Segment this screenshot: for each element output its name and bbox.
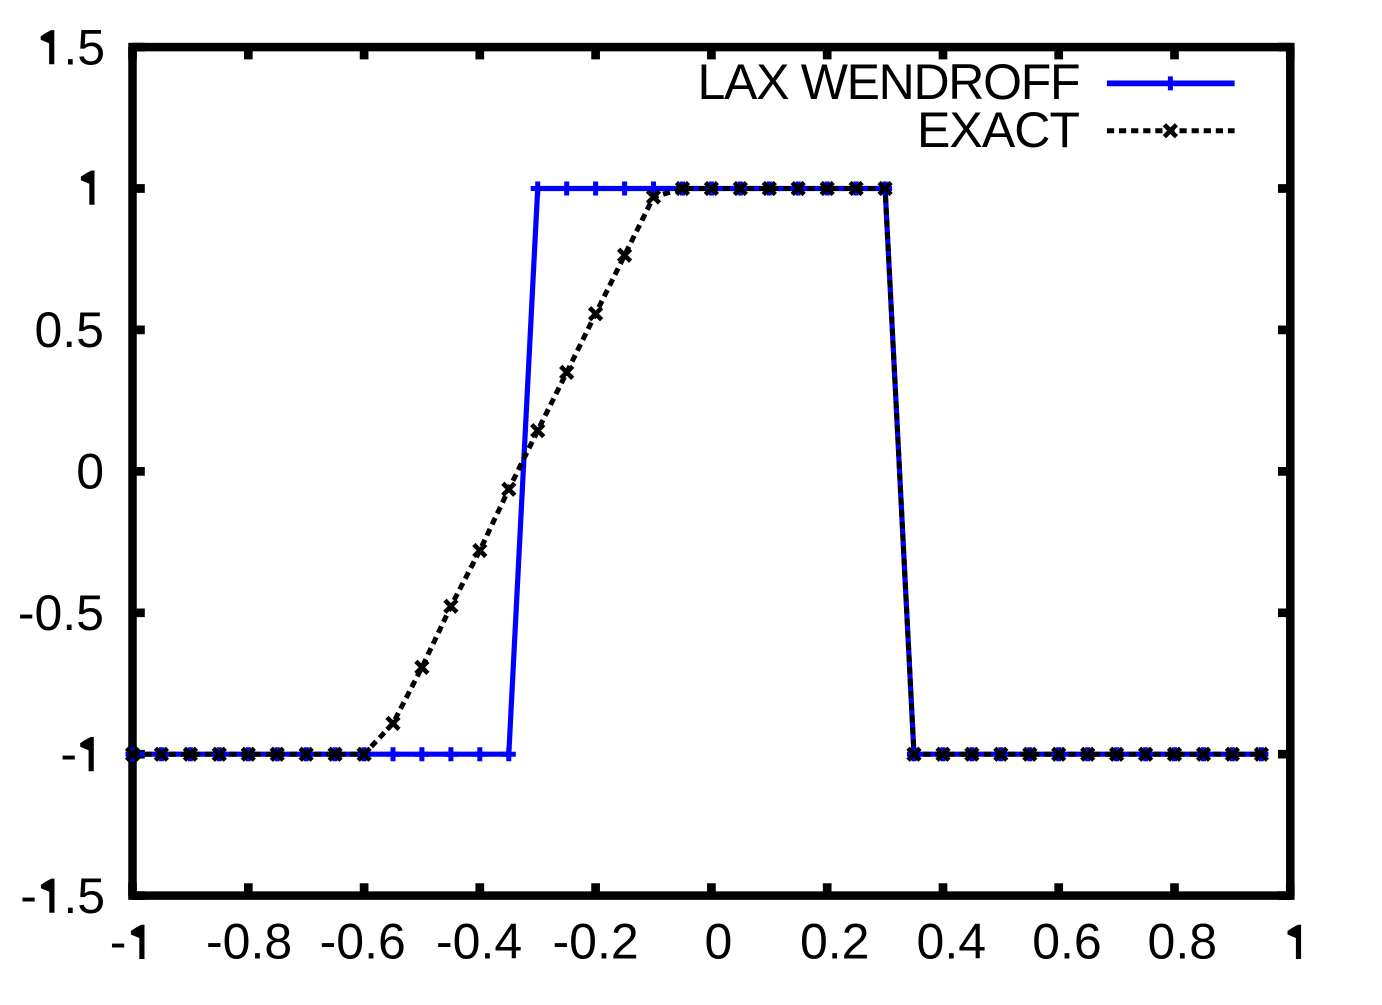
svg-text:-0.6: -0.6 — [320, 914, 406, 970]
svg-text:EXACT: EXACT — [917, 102, 1080, 158]
svg-text:0.2: 0.2 — [800, 914, 870, 970]
svg-text:-: - — [110, 914, 127, 970]
svg-text:0.5: 0.5 — [34, 302, 104, 358]
svg-text:-: - — [60, 726, 77, 782]
svg-text:-0.4: -0.4 — [436, 914, 522, 970]
svg-text:.5: .5 — [63, 868, 105, 924]
svg-text:-0.5: -0.5 — [18, 585, 104, 641]
svg-text:.5: .5 — [63, 19, 105, 75]
svg-text:-0.8: -0.8 — [206, 914, 292, 970]
svg-text:0: 0 — [76, 444, 104, 500]
svg-text:LAX WENDROFF: LAX WENDROFF — [698, 54, 1081, 110]
svg-text:0.4: 0.4 — [917, 914, 987, 970]
svg-text:0: 0 — [704, 914, 732, 970]
svg-text:-0.2: -0.2 — [553, 914, 639, 970]
svg-text:-: - — [20, 868, 37, 924]
svg-text:0.6: 0.6 — [1032, 914, 1102, 970]
svg-text:0.8: 0.8 — [1148, 914, 1218, 970]
